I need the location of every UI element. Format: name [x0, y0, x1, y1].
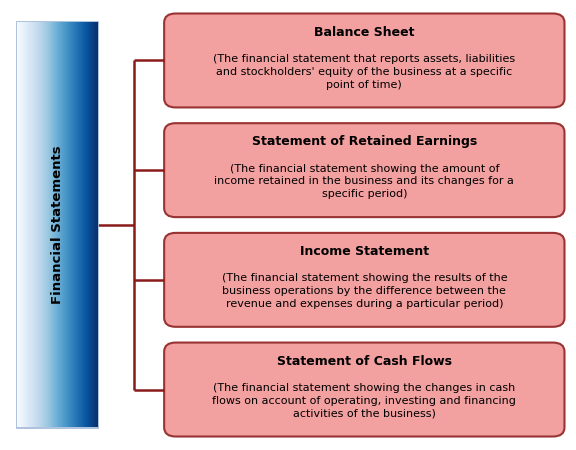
- FancyBboxPatch shape: [164, 14, 564, 108]
- Text: Statement of Cash Flows: Statement of Cash Flows: [277, 355, 452, 368]
- Text: Statement of Retained Earnings: Statement of Retained Earnings: [252, 135, 477, 148]
- Text: (The financial statement showing the results of the
business operations by the d: (The financial statement showing the res…: [222, 273, 507, 309]
- Text: (The financial statement showing the amount of
income retained in the business a: (The financial statement showing the amo…: [214, 164, 514, 199]
- FancyBboxPatch shape: [164, 233, 564, 327]
- FancyBboxPatch shape: [164, 123, 564, 217]
- Text: Income Statement: Income Statement: [300, 245, 429, 258]
- Text: Financial Statements: Financial Statements: [51, 146, 64, 304]
- Text: (The financial statement showing the changes in cash
flows on account of operati: (The financial statement showing the cha…: [213, 383, 516, 418]
- FancyBboxPatch shape: [164, 342, 564, 436]
- Text: (The financial statement that reports assets, liabilities
and stockholders' equi: (The financial statement that reports as…: [213, 54, 516, 90]
- Text: Balance Sheet: Balance Sheet: [314, 26, 415, 39]
